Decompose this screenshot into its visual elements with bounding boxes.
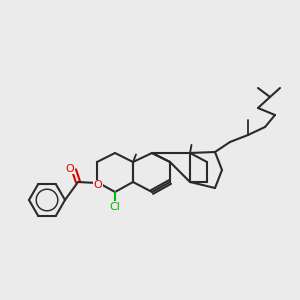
Text: Cl: Cl — [110, 202, 120, 212]
Text: O: O — [94, 180, 102, 190]
Text: O: O — [65, 164, 74, 173]
